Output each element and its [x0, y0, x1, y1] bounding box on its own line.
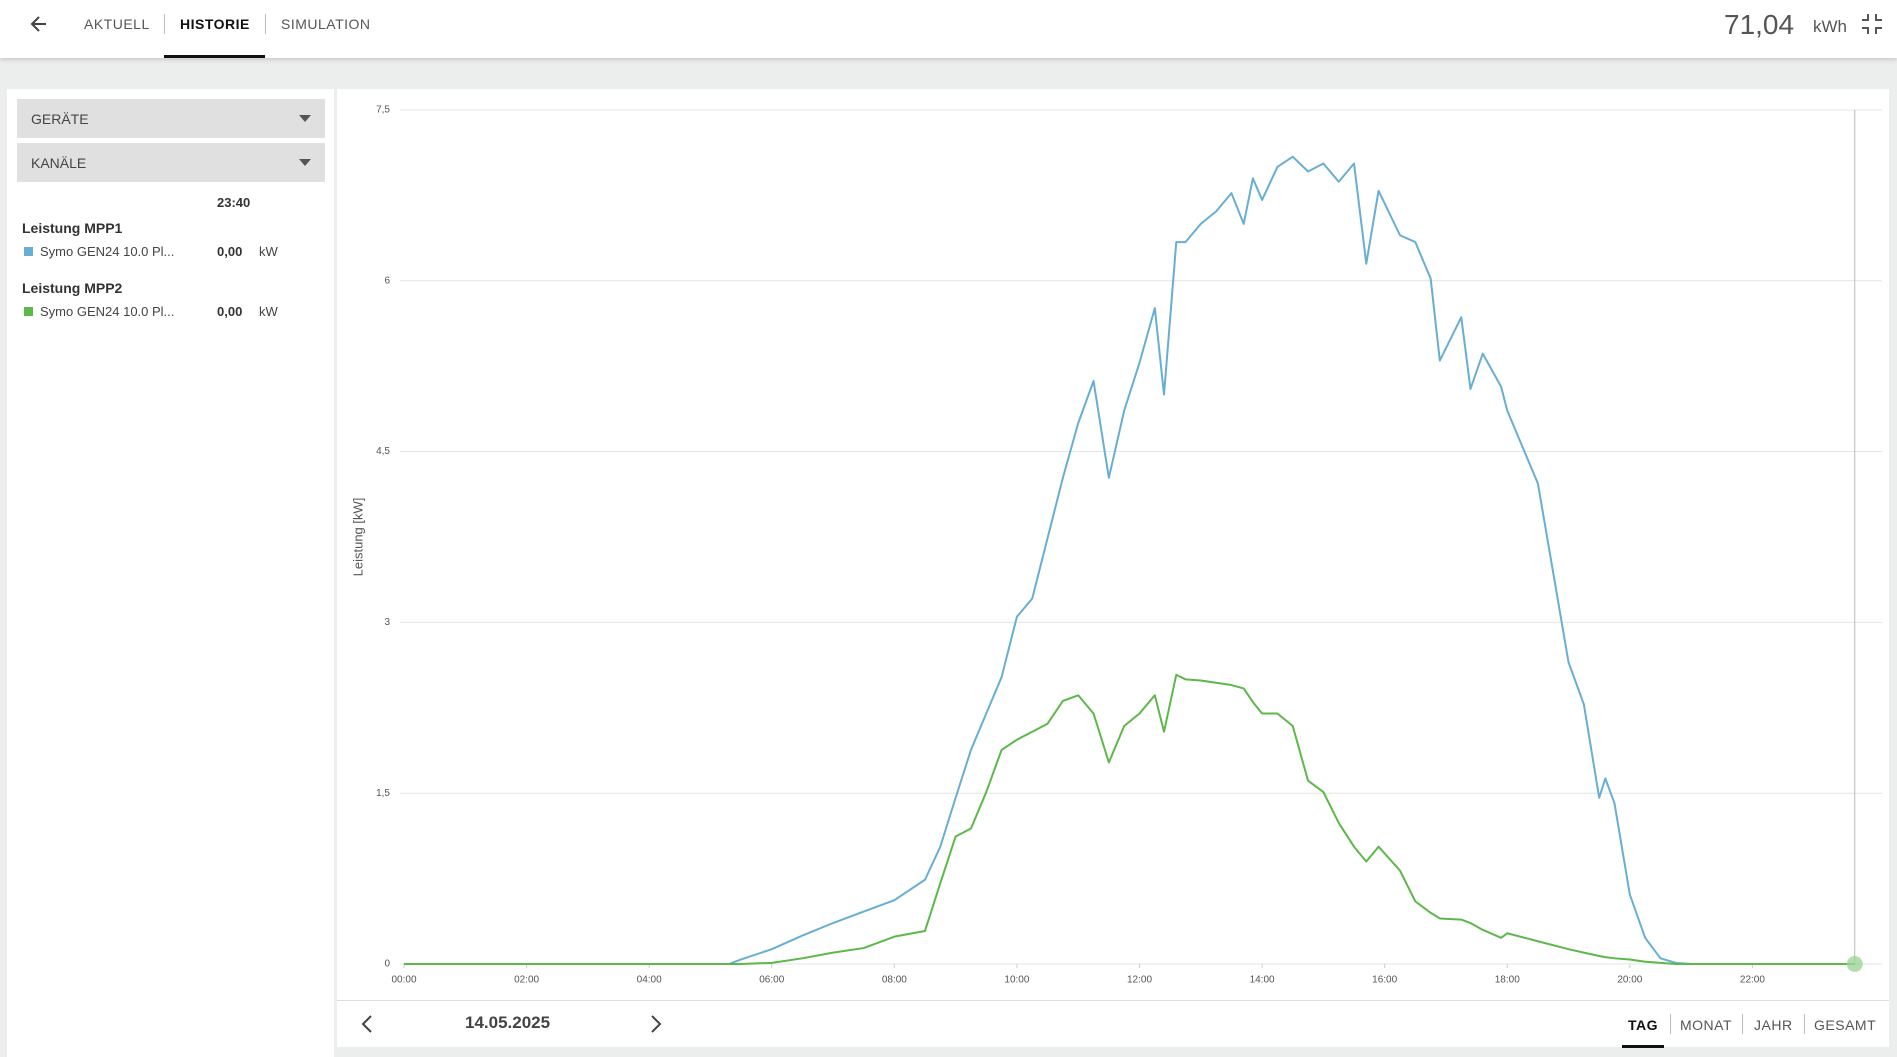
separator [1742, 1014, 1743, 1034]
active-period-indicator [1622, 1045, 1664, 1048]
separator [1804, 1014, 1805, 1034]
period-tab[interactable]: MONAT [1680, 1017, 1733, 1033]
separator [164, 14, 165, 34]
series-line [404, 155, 1855, 965]
collapse-button[interactable] [1860, 12, 1884, 36]
tab[interactable]: AKTUELL [84, 16, 150, 32]
active-tab-indicator [164, 55, 265, 58]
dropdown[interactable]: KANÄLE [17, 143, 325, 182]
x-tick-label: 04:00 [637, 975, 662, 986]
tab[interactable]: SIMULATION [281, 16, 371, 32]
legend-entry: Symo GEN24 10.0 Pl... [40, 304, 175, 319]
period-tab[interactable]: JAHR [1754, 1017, 1793, 1033]
cursor-time: 23:40 [217, 195, 251, 210]
tab[interactable]: HISTORIE [180, 16, 250, 32]
x-tick-label: 14:00 [1250, 975, 1275, 986]
footer: 14.05.2025 TAG MONAT JAHR GESAMT [337, 1000, 1889, 1048]
chart-panel: Leistung [kW] 0 1,5 3 4,5 6 7,5 00:00 02:00 04:0… [337, 89, 1889, 1048]
x-tick-label: 02:00 [514, 975, 539, 986]
date: 14.05.2025 [465, 1013, 551, 1032]
x-tick-label: 08:00 [882, 975, 907, 986]
x-tick-label: 22:00 [1740, 975, 1765, 986]
y-tick-label: 6 [384, 275, 390, 286]
y-tick-label: 7,5 [376, 105, 390, 116]
separator [1670, 1014, 1671, 1034]
period-tab[interactable]: GESAMT [1814, 1017, 1877, 1033]
legend-swatch [24, 307, 33, 316]
x-tick-label: 00:00 [391, 975, 416, 986]
back-button[interactable] [28, 13, 50, 35]
dropdown-label: GERÄTE [31, 111, 89, 127]
x-tick-label: 10:00 [1004, 975, 1029, 986]
channel-unit: kW [259, 244, 278, 259]
cursor-marker [1846, 956, 1863, 972]
x-tick-label: 16:00 [1372, 975, 1397, 986]
channel-title: Leistung MPP1 [22, 220, 123, 236]
legend-swatch [24, 247, 33, 256]
channel-value: 0,00 [217, 244, 243, 259]
x-tick-label: 12:00 [1127, 975, 1152, 986]
header: AKTUELL HISTORIE SIMULATION 71,04 kWh [0, 0, 1897, 58]
y-tick-label: 3 [384, 617, 390, 628]
channel-title: Leistung MPP2 [22, 280, 123, 296]
sidebar: GERÄTE KANÄLE 23:40 Leistung MPP1 Symo G… [7, 89, 334, 1057]
channel-unit: kW [259, 304, 278, 319]
total-unit: kWh [1813, 17, 1847, 36]
total-value: 71,04 [1724, 9, 1795, 40]
y-axis-label: Leistung [kW] [350, 498, 365, 577]
x-tick-label: 18:00 [1495, 975, 1520, 986]
legend-entry: Symo GEN24 10.0 Pl... [40, 244, 175, 259]
dropdown-arrow [299, 159, 311, 166]
dropdown-label: KANÄLE [31, 155, 87, 171]
x-tick-label: 06:00 [759, 975, 784, 986]
chart: Leistung [kW] 0 1,5 3 4,5 6 7,5 00:00 02:00 04:0… [350, 105, 1882, 986]
dropdown[interactable]: GERÄTE [17, 99, 325, 138]
y-tick-label: 1,5 [376, 788, 390, 799]
period-tab[interactable]: TAG [1628, 1017, 1659, 1033]
prev-button[interactable] [359, 1013, 375, 1035]
channel-value: 0,00 [217, 304, 243, 319]
y-tick-label: 4,5 [376, 446, 390, 457]
y-tick-label: 0 [384, 959, 390, 970]
next-button[interactable] [648, 1013, 664, 1035]
separator [265, 14, 266, 34]
x-tick-label: 20:00 [1617, 975, 1642, 986]
dropdown-arrow [299, 115, 311, 122]
series-line [404, 673, 1855, 965]
